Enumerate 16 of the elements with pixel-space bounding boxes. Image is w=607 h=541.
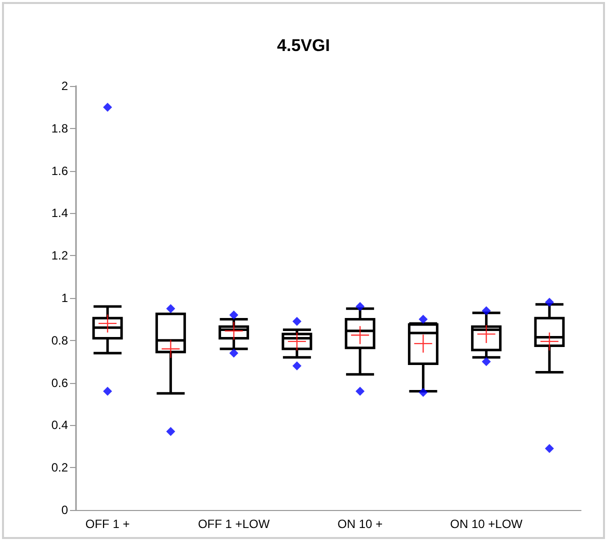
x-tick-label: OFF 1 + — [85, 517, 130, 531]
x-tick-label: ON 10 + — [338, 517, 383, 531]
x-tick-label: OFF 1 +LOW — [198, 517, 270, 531]
y-tick-label: 0.8 — [51, 333, 68, 348]
y-tick-label: 0.2 — [51, 460, 68, 475]
y-tick-label: 0 — [61, 503, 68, 517]
y-tick-label: 1.6 — [51, 164, 68, 178]
x-tick-label: ON 10 +LOW — [450, 517, 524, 531]
y-tick-label: 1 — [61, 291, 68, 305]
y-tick-label: 0.6 — [51, 376, 68, 390]
y-tick-label: 1.8 — [51, 121, 68, 136]
y-tick-label: 2 — [61, 79, 68, 93]
y-tick-label: 1.2 — [51, 248, 68, 263]
y-tick-label: 0.4 — [51, 418, 68, 432]
chart-title: 4.5VGI — [277, 36, 330, 55]
y-tick-label: 1.4 — [51, 206, 68, 220]
